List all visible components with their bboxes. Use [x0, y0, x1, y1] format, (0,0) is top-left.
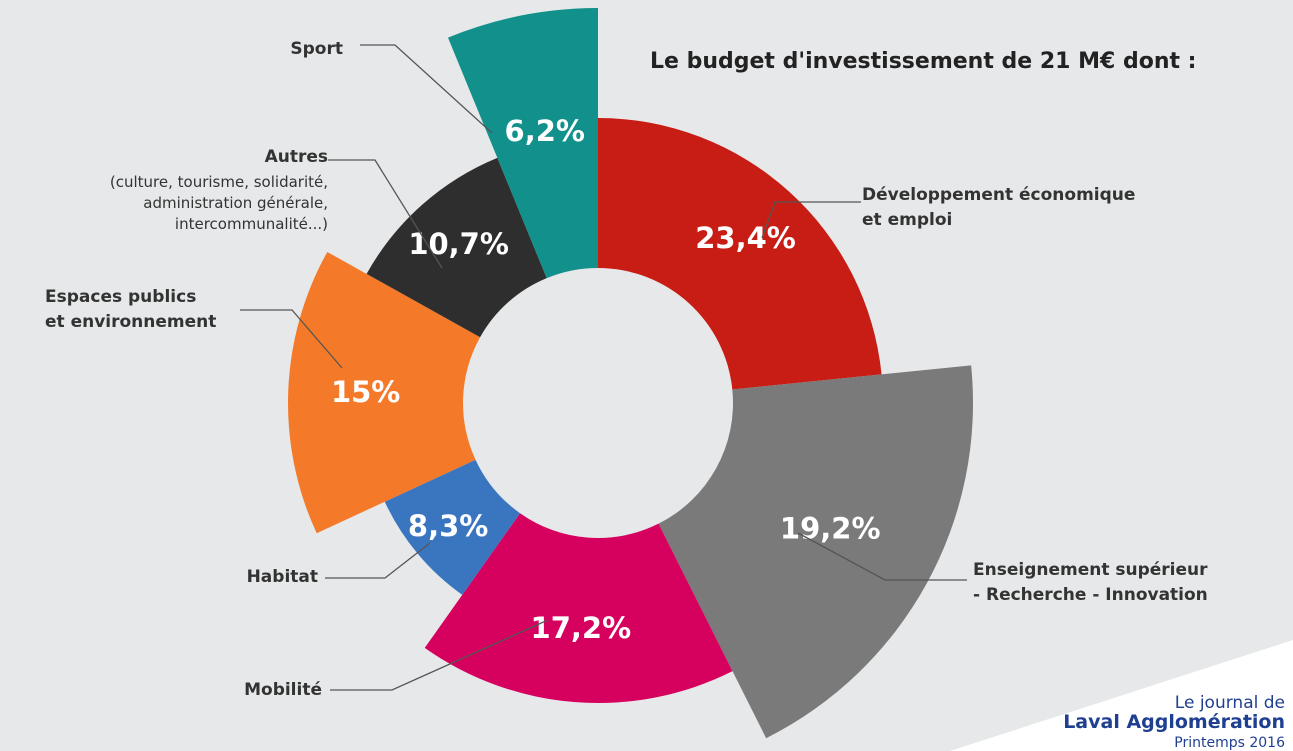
annotation: (culture, tourisme, solidarité, administ…: [109, 173, 328, 233]
value-label: 23,4%: [695, 221, 796, 255]
wedge: [447, 8, 598, 279]
source: Laval Agglomération: [1063, 711, 1285, 733]
value-label: 15%: [331, 375, 400, 409]
value-label: 10,7%: [408, 227, 509, 261]
leader-line: [240, 309, 343, 369]
category-label: Enseignement supérieur - Recherche - Inn…: [973, 560, 1208, 605]
corner: [950, 640, 1293, 751]
value-label: 19,2%: [780, 512, 881, 546]
chart-title: Le budget d'investissement de 21 M€ dont…: [650, 49, 1196, 74]
wedge: [366, 157, 547, 338]
category-label: Mobilité: [244, 680, 322, 700]
wedge: [598, 118, 882, 390]
category-label: Développement économique et emploi: [862, 185, 1136, 230]
value-label: 17,2%: [531, 611, 632, 645]
category-label: Habitat: [246, 567, 318, 587]
wedge: [658, 365, 973, 739]
category-label: Sport: [290, 39, 343, 59]
leader-line: [330, 619, 549, 691]
wedge: [288, 251, 481, 534]
leader-line: [328, 159, 443, 269]
leader-line: [360, 44, 493, 134]
category-label: Autres: [264, 147, 328, 167]
leader-line: [325, 542, 431, 579]
leader-line: [761, 201, 861, 239]
wedge: [424, 513, 733, 704]
leader-line: [797, 532, 967, 581]
value-label: 8,3%: [408, 509, 488, 543]
value-label: 6,2%: [505, 114, 585, 148]
source: Printemps 2016: [1174, 735, 1285, 751]
wedge: [384, 459, 521, 595]
source: Le journal de: [1174, 693, 1285, 713]
category-label: Espaces publics et environnement: [45, 287, 217, 332]
